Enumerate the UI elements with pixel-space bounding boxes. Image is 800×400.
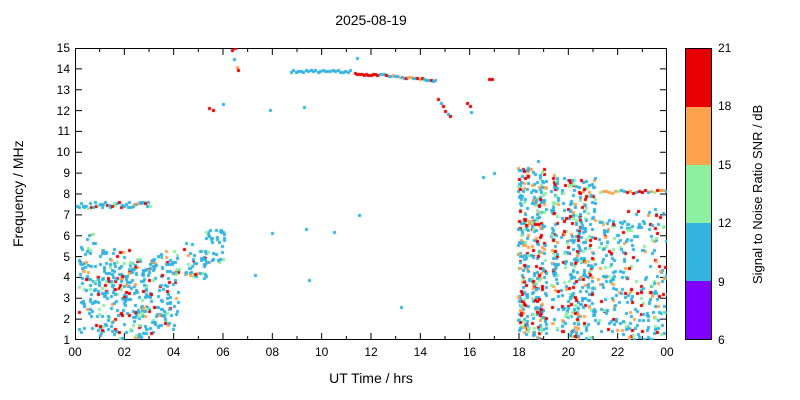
- y-tick-label: 1: [63, 333, 70, 347]
- colorbar-band-12-15: [686, 165, 711, 223]
- x-tick-label: 00: [660, 345, 674, 359]
- colorbar-tick-label: 6: [718, 333, 725, 347]
- y-tick-label: 5: [63, 249, 70, 264]
- y-tick-label: 6: [63, 228, 70, 243]
- chart-title: 2025-08-19: [335, 12, 407, 28]
- scatter-points-canvas: [75, 48, 667, 340]
- colorbar-band-6-9: [686, 281, 711, 339]
- y-tick-label: 10: [56, 145, 70, 160]
- colorbar: [685, 48, 712, 340]
- y-tick-label: 4: [63, 270, 70, 285]
- x-tick-label: 00: [68, 345, 82, 359]
- colorbar-band-18-21: [686, 49, 711, 107]
- x-tick-label: 06: [216, 345, 230, 359]
- x-axis-label: UT Time / hrs: [329, 370, 413, 386]
- colorbar-tick-label: 15: [718, 157, 732, 172]
- x-tick-label: 02: [117, 345, 131, 359]
- x-tick-label: 14: [413, 345, 427, 359]
- colorbar-label: Signal to Noise Ratio SNR / dB: [750, 104, 765, 284]
- colorbar-band-9-12: [686, 223, 711, 281]
- x-tick-label: 22: [610, 345, 625, 359]
- y-tick-label: 15: [56, 41, 70, 55]
- x-tick-label: 10: [314, 345, 329, 359]
- y-tick-label: 11: [57, 124, 70, 139]
- colorbar-tick-label: 21: [718, 41, 732, 55]
- x-tick-label: 16: [462, 345, 477, 359]
- y-tick-label: 8: [63, 187, 70, 201]
- colorbar-band-15-18: [686, 107, 711, 165]
- y-tick-label: 3: [63, 291, 70, 306]
- x-tick-label: 04: [166, 345, 181, 359]
- y-tick-label: 12: [56, 103, 70, 118]
- colorbar-tick-label: 18: [718, 99, 732, 114]
- colorbar-tick-label: 9: [718, 274, 725, 289]
- colorbar-tick-label: 12: [718, 216, 732, 231]
- y-tick-label: 14: [56, 61, 70, 76]
- x-tick-label: 12: [364, 345, 378, 359]
- y-tick-label: 2: [63, 312, 70, 327]
- x-tick-label: 18: [512, 345, 526, 359]
- y-axis-label: Frequency / MHz: [10, 140, 26, 248]
- y-tick-label: 13: [56, 82, 70, 97]
- y-tick-label: 7: [63, 207, 70, 222]
- y-tick-label: 9: [63, 166, 70, 181]
- x-tick-label: 20: [561, 345, 575, 359]
- x-tick-label: 08: [265, 345, 279, 359]
